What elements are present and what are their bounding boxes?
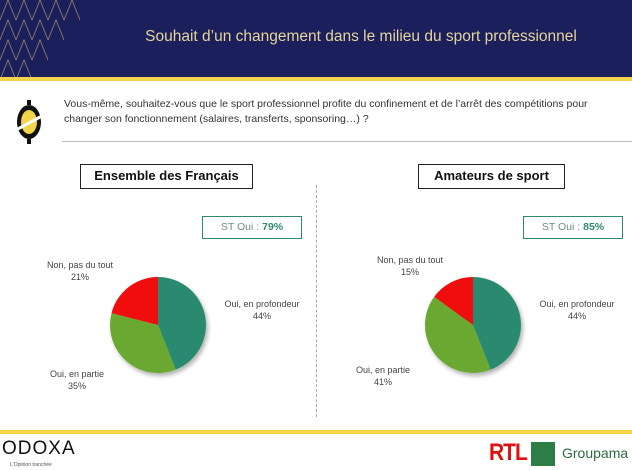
label-partie-all: Oui, en partie 35% — [17, 368, 137, 392]
st-oui-badge-sport-fans: ST Oui : 85% — [523, 216, 623, 239]
footer-divider — [0, 430, 632, 434]
question-underline — [62, 141, 632, 142]
label-non-sport-fans: Non, pas du tout 15% — [350, 254, 470, 278]
odoxa-logo: ODOXA — [2, 438, 76, 459]
slice-value: 44% — [567, 311, 586, 321]
header-banner: Souhait d’un changement dans le milieu d… — [0, 0, 632, 77]
st-oui-label: ST Oui : — [220, 221, 263, 233]
slice-oui-en-partie — [110, 313, 176, 374]
slice-label: Oui, en profondeur — [539, 299, 615, 309]
slice-label: Oui, en partie — [49, 369, 105, 379]
pie-chart-1 — [425, 277, 521, 373]
st-oui-badge-all: ST Oui : 79% — [202, 216, 302, 239]
groupama-logo-text: Groupama — [562, 445, 629, 461]
label-non-all: Non, pas du tout 21% — [20, 259, 140, 283]
slice-value: 41% — [373, 377, 392, 387]
slice-non-pas-du-tout — [111, 277, 158, 325]
slice-label: Non, pas du tout — [46, 260, 114, 270]
slice-label: Non, pas du tout — [376, 255, 444, 265]
slice-value: 15% — [400, 267, 419, 277]
slice-label: Oui, en profondeur — [224, 299, 300, 309]
slice-value: 21% — [70, 272, 89, 282]
st-oui-value: 79% — [262, 221, 284, 233]
label-profondeur-all: Oui, en profondeur 44% — [202, 298, 322, 322]
slice-non-pas-du-tout — [434, 277, 473, 325]
dashed-divider — [316, 185, 317, 417]
slice-label: Oui, en partie — [355, 365, 411, 375]
segment-title-sport-fans: Amateurs de sport — [418, 164, 565, 189]
slice-oui-en-partie — [425, 296, 491, 373]
chevron-pattern-decoration — [0, 0, 80, 77]
survey-question: Vous-même, souhaitez-vous que le sport p… — [64, 98, 588, 125]
st-oui-label: ST Oui : — [541, 221, 584, 233]
label-partie-sport-fans: Oui, en partie 41% — [323, 364, 443, 388]
odoxa-tagline: L'Opinion tranchée — [10, 462, 52, 468]
slice-value: 44% — [252, 311, 271, 321]
header-divider — [0, 77, 632, 81]
rtl-logo: RTL — [489, 439, 528, 466]
page-title: Souhait d’un changement dans le milieu d… — [145, 28, 577, 45]
groupama-logo-icon — [531, 442, 555, 466]
segment-title-all: Ensemble des Français — [80, 164, 253, 189]
slice-value: 35% — [67, 381, 86, 391]
slice-oui-en-profondeur — [158, 277, 207, 370]
label-profondeur-sport-fans: Oui, en profondeur 44% — [517, 298, 632, 322]
odoxa-question-icon — [16, 100, 42, 144]
st-oui-value: 85% — [583, 221, 605, 233]
slice-oui-en-profondeur — [473, 277, 521, 370]
pie-chart-0 — [110, 277, 207, 374]
